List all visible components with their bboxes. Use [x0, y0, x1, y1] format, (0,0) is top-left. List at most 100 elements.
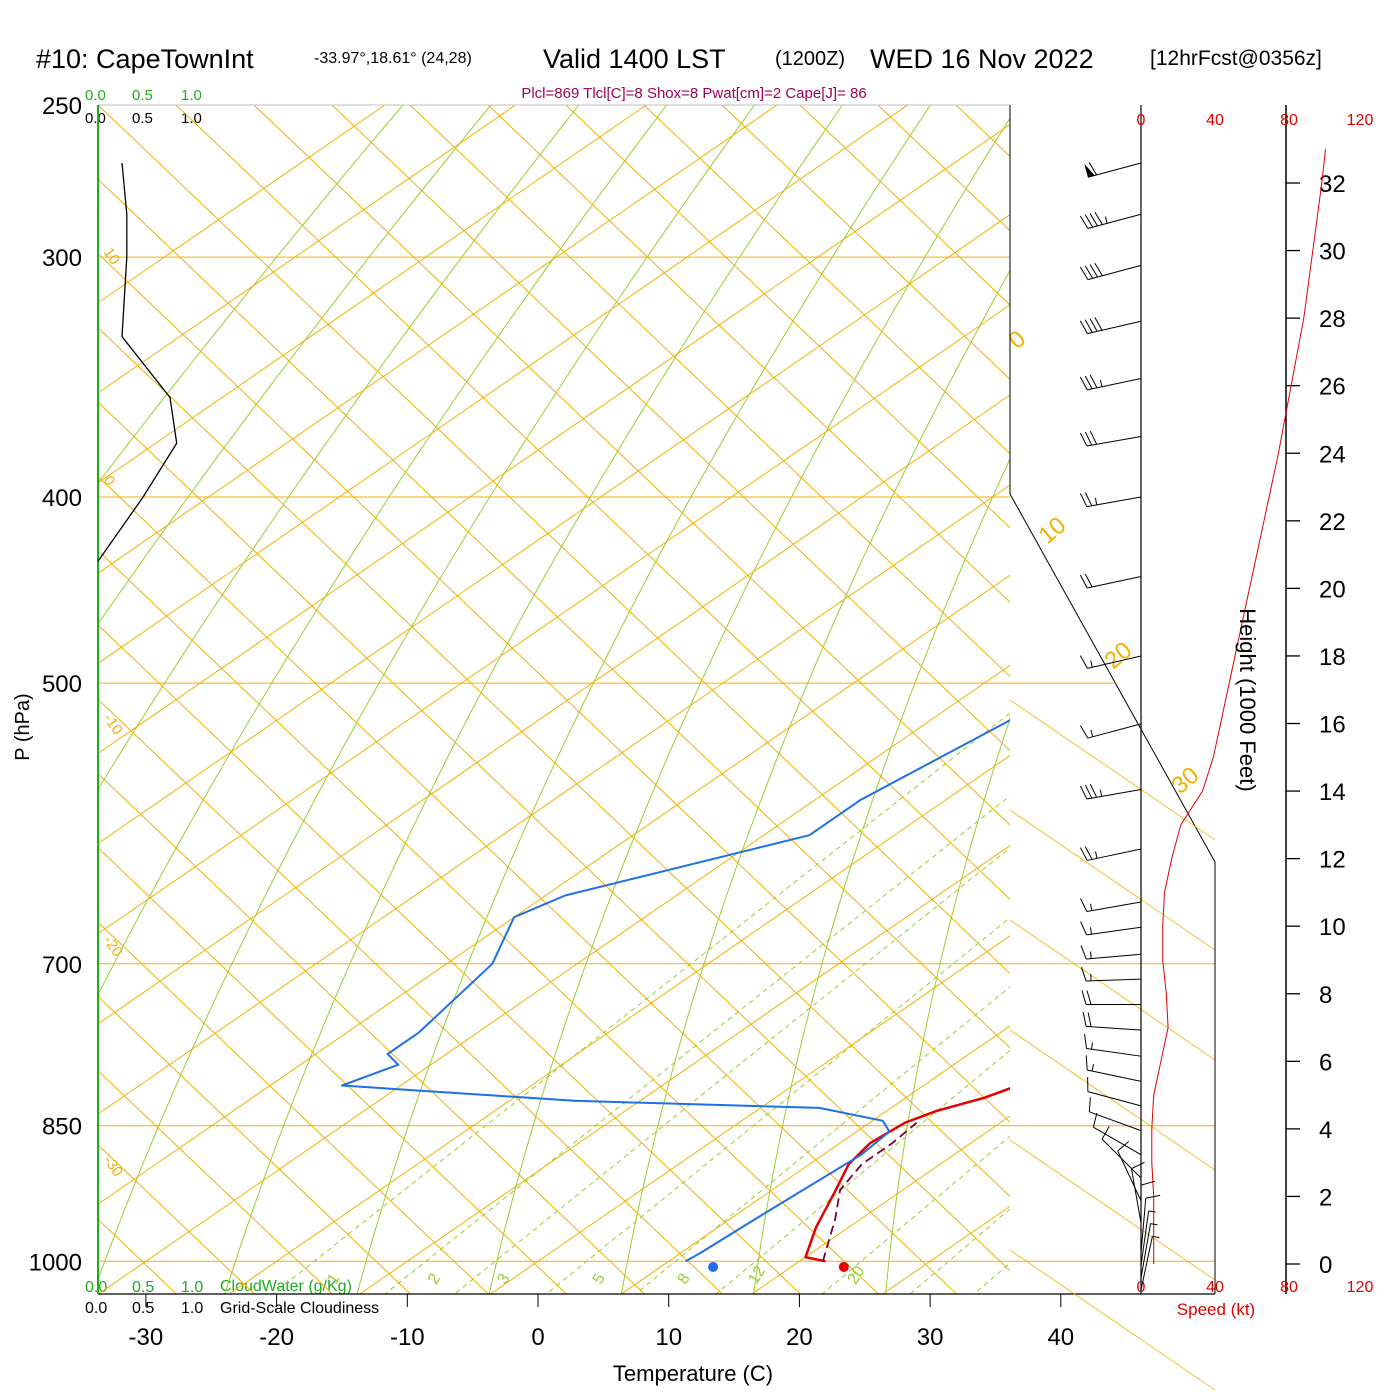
- pressure-tick-label: 850: [42, 1114, 82, 1141]
- height-tick-label: 28: [1319, 306, 1346, 333]
- cloud-scale-top-black-1: 0.5: [132, 110, 153, 127]
- dry-adiabat-line: [1280, 105, 1400, 1294]
- speed-tick-label-bottom: 120: [1347, 1279, 1374, 1296]
- wind-barb-feather: [1079, 266, 1089, 280]
- isentrope-line: [98, 772, 645, 1294]
- wind-barb-staff: [1087, 264, 1142, 281]
- wind-barb-feather: [1088, 162, 1097, 176]
- wind-barb-half-feather: [1095, 851, 1098, 859]
- wind-barb-feather: [1080, 921, 1087, 936]
- isentrope-line: [721, 105, 1010, 380]
- valid-date: WED 16 Nov 2022: [870, 44, 1094, 74]
- isotherm-line: [1144, 105, 1400, 1294]
- wind-barb-staff: [1087, 1091, 1142, 1107]
- wind-barb-feather: [1084, 846, 1093, 860]
- thermo-grid: 1 2 3 5 8 12 20: [98, 105, 1400, 1294]
- isotherm-label-right: 0: [1004, 325, 1032, 354]
- wind-barb-half-feather: [1090, 927, 1092, 935]
- wind-barb-feather: [1085, 1055, 1088, 1070]
- wind-barb: [1079, 723, 1142, 739]
- wind-barb: [1088, 1097, 1142, 1132]
- speed-tick-label-top: 120: [1347, 112, 1374, 129]
- isentrope-line: [98, 698, 723, 1294]
- wind-barb-half-feather: [1094, 497, 1098, 505]
- wind-barb-staff: [1087, 377, 1142, 391]
- wind-barb-half-feather: [1090, 951, 1092, 959]
- isentrope-line: [1190, 105, 1400, 1294]
- wind-barb-feather: [1084, 375, 1093, 390]
- wind-barb: [1080, 921, 1142, 936]
- isotherm-line: [98, 304, 1010, 935]
- wind-barb: [1092, 1112, 1142, 1156]
- height-tick-label: 2: [1319, 1184, 1332, 1211]
- station-coords: -33.97°,18.61° (24,28): [314, 50, 472, 67]
- wind-barb-feather: [1084, 492, 1093, 506]
- isentrope-line: [98, 178, 1010, 1049]
- wind-barb-feather: [1084, 1034, 1088, 1049]
- isentrope-line: [98, 327, 1010, 1198]
- wind-barb: [1140, 1235, 1160, 1291]
- isotherm-label: -20: [100, 933, 126, 961]
- wind-barb-staff: [1093, 1126, 1142, 1156]
- cloudiness-profile-line: [98, 162, 178, 562]
- cloud-scale-top: 0.0 0.5 1.0 0.0 0.5 1.0: [85, 87, 202, 127]
- height-tick-label: 18: [1319, 644, 1346, 671]
- isotherm-line: [98, 105, 647, 484]
- temperature-tick-label: 30: [917, 1324, 944, 1351]
- isentrope-line: [1268, 105, 1400, 1294]
- height-tick-label: 16: [1319, 712, 1346, 739]
- wind-speed-profile: [1151, 149, 1326, 1264]
- wind-barb-staff: [1140, 1210, 1150, 1266]
- wind-barb-feather: [1079, 376, 1088, 391]
- isotherm-line: [98, 105, 908, 664]
- wind-barb-half-feather: [1148, 1210, 1156, 1213]
- mixing-ratio-line: [635, 986, 1010, 1294]
- speed-axis-title: Speed (kt): [1177, 1300, 1255, 1319]
- height-tick-label: 26: [1319, 374, 1346, 401]
- isentrope-extension: [1009, 919, 1216, 1061]
- height-tick-label: 14: [1319, 779, 1346, 806]
- wind-barb-staff: [1086, 953, 1142, 960]
- wind-barb-staff: [1086, 926, 1142, 936]
- wind-barb: [1079, 573, 1142, 589]
- wind-barb-feather: [1079, 320, 1088, 334]
- isotherm-label: -30: [100, 1153, 126, 1181]
- mixing-ratio-line: [1046, 497, 1400, 1294]
- wind-barb-half-feather: [1090, 729, 1094, 737]
- wind-barb-feather: [1084, 431, 1093, 446]
- wind-barb: [1087, 1077, 1142, 1107]
- isotherm-label: 10: [100, 245, 123, 268]
- wind-barb-feather: [1080, 945, 1087, 960]
- dry-adiabat-line: [1018, 105, 1370, 1294]
- dry-adiabat-line: [98, 105, 492, 625]
- isotherm-line: [98, 214, 1010, 845]
- wind-barb-staff: [1140, 1198, 1147, 1253]
- wind-barb-staff: [1087, 213, 1142, 230]
- x-axis-title: Temperature (C): [613, 1361, 773, 1386]
- speed-tick-label-top: 40: [1206, 112, 1224, 129]
- mixing-ratio-line: [272, 712, 1010, 1294]
- wind-barb-feather: [1131, 1161, 1145, 1170]
- isentrope-extension: [1009, 1029, 1216, 1171]
- mixing-ratio-line: [909, 1208, 1010, 1294]
- wind-barb-staff: [1086, 496, 1142, 508]
- isotherm-line: [490, 935, 1010, 1294]
- isotherm-label-right: 20: [1100, 637, 1138, 675]
- isotherm-line: [751, 1115, 1010, 1294]
- cloud-scale-bottom-black-2: 1.0: [181, 1300, 203, 1317]
- isentrope-line: [955, 105, 1010, 158]
- isotherm-line: [98, 484, 1010, 1115]
- wind-barb: [1140, 1194, 1161, 1253]
- isentrope-line: [175, 105, 1010, 900]
- cloud-scale-top-black-0: 0.0: [85, 110, 106, 127]
- cloud-scale-bottom-green-1: 0.5: [132, 1279, 154, 1296]
- wind-barb-feather: [1086, 990, 1092, 1005]
- isentrope-line: [1346, 105, 1400, 1294]
- surface-temperature-dot: [838, 1261, 849, 1272]
- wind-barb: [1140, 1223, 1158, 1278]
- wind-barb: [1140, 1210, 1156, 1266]
- wind-barb: [1080, 945, 1142, 960]
- temperature-tick-label: -10: [390, 1324, 425, 1351]
- isentrope-line: [98, 475, 957, 1294]
